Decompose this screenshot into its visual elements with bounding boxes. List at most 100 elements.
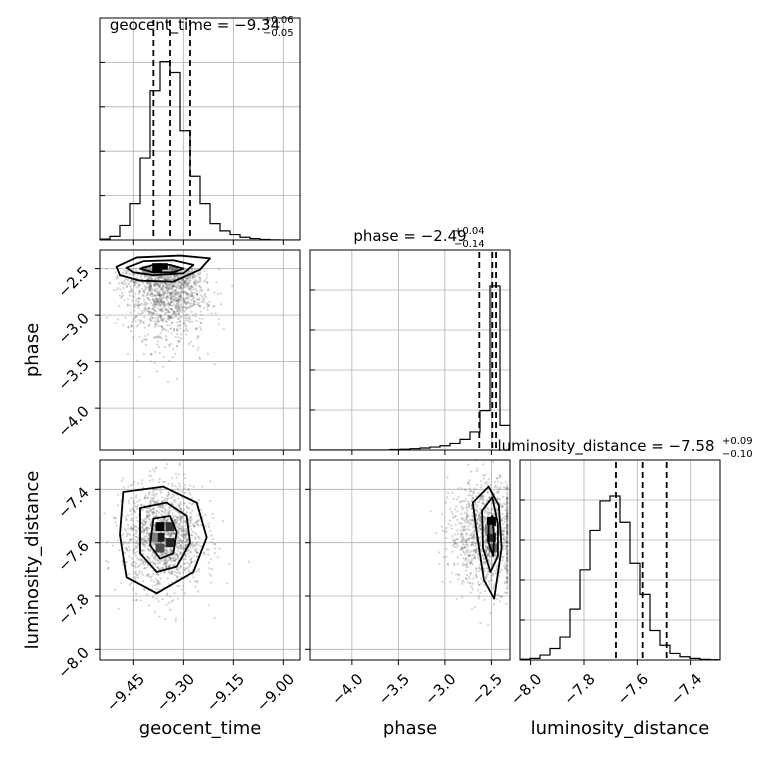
scatter-point [468, 528, 471, 531]
scatter-point [141, 580, 145, 583]
scatter-point [191, 304, 194, 307]
scatter-point [155, 510, 158, 513]
scatter-point [469, 582, 472, 585]
scatter-point [173, 292, 176, 295]
scatter-point [451, 538, 455, 541]
scatter-point [502, 547, 505, 550]
scatter-point [171, 571, 174, 575]
scatter-point [138, 292, 141, 295]
scatter-point [160, 301, 163, 304]
scatter-point [186, 301, 189, 304]
scatter-point [149, 501, 152, 504]
scatter-point [172, 303, 175, 306]
scatter-point [133, 571, 136, 575]
scatter-point [185, 538, 189, 542]
scatter-point [164, 335, 168, 338]
scatter-point [161, 286, 165, 289]
scatter-point [177, 542, 181, 545]
scatter-point [126, 297, 130, 300]
scatter-point [149, 301, 153, 305]
scatter-point [162, 355, 165, 359]
scatter-point [466, 581, 469, 584]
scatter-point [477, 583, 481, 586]
scatter-point [141, 573, 144, 577]
scatter-point [186, 291, 189, 295]
scatter-point [170, 496, 173, 499]
scatter-point [471, 536, 474, 540]
scatter-point [150, 277, 154, 280]
scatter-point [175, 293, 178, 296]
scatter-point [477, 527, 481, 530]
scatter-point [174, 524, 177, 527]
scatter-point [484, 539, 487, 542]
scatter-point [168, 595, 172, 598]
scatter-point [147, 306, 151, 310]
scatter-point [502, 502, 506, 506]
scatter-point [154, 336, 157, 339]
scatter-point [469, 490, 472, 493]
scatter-point [192, 286, 195, 289]
scatter-point [179, 544, 182, 547]
scatter-point [480, 577, 483, 580]
scatter-point [504, 544, 507, 547]
scatter-point [179, 285, 182, 288]
scatter-point [171, 309, 174, 312]
scatter-point [474, 549, 478, 552]
scatter-point [131, 557, 134, 560]
scatter-point [466, 520, 470, 523]
scatter-point [158, 581, 161, 584]
scatter-point [149, 289, 152, 292]
scatter-point [461, 537, 465, 540]
scatter-point [198, 317, 201, 320]
scatter-point [470, 499, 473, 502]
scatter-point [176, 300, 179, 303]
scatter-point [153, 526, 156, 530]
scatter-point [126, 549, 129, 552]
scatter-point [132, 274, 135, 277]
scatter-point [484, 522, 487, 526]
scatter-point [163, 507, 166, 510]
scatter-point [162, 518, 165, 521]
scatter-point [498, 497, 501, 501]
scatter-point [504, 487, 507, 490]
scatter-point [197, 335, 200, 338]
scatter-point [466, 513, 469, 517]
scatter-point [467, 558, 470, 562]
scatter-point [150, 285, 153, 288]
scatter-point [481, 495, 484, 498]
scatter-point [477, 530, 480, 533]
scatter-point [504, 508, 507, 511]
scatter-point [133, 575, 136, 579]
scatter-point [167, 286, 170, 289]
scatter-point [156, 519, 160, 522]
scatter-point [506, 554, 509, 557]
scatter-point [177, 539, 180, 542]
scatter-point [156, 307, 159, 310]
scatter-point [466, 538, 469, 541]
scatter-point [506, 565, 509, 568]
scatter-point [147, 527, 150, 530]
density-cell-3 [165, 538, 175, 548]
scatter-point [170, 298, 173, 301]
scatter-point [484, 537, 488, 541]
scatter-point [168, 345, 171, 348]
scatter-point [183, 282, 186, 285]
scatter-point [470, 533, 473, 536]
y-tick-label-luminosity-distance-0: −8.0 [54, 643, 92, 681]
scatter-point [139, 599, 142, 602]
scatter-point [150, 579, 153, 582]
scatter-point [146, 293, 149, 296]
scatter-point [158, 352, 162, 355]
scatter-point [451, 550, 454, 553]
scatter-point [122, 533, 125, 536]
scatter-point [178, 523, 181, 526]
scatter-point [165, 519, 168, 522]
scatter-point [506, 517, 509, 520]
scatter-point [153, 309, 157, 312]
scatter-point [455, 546, 458, 549]
scatter-point [176, 568, 179, 571]
scatter-point [478, 515, 481, 518]
scatter-point [145, 574, 148, 577]
scatter-point [125, 548, 128, 551]
scatter-point [183, 279, 186, 283]
